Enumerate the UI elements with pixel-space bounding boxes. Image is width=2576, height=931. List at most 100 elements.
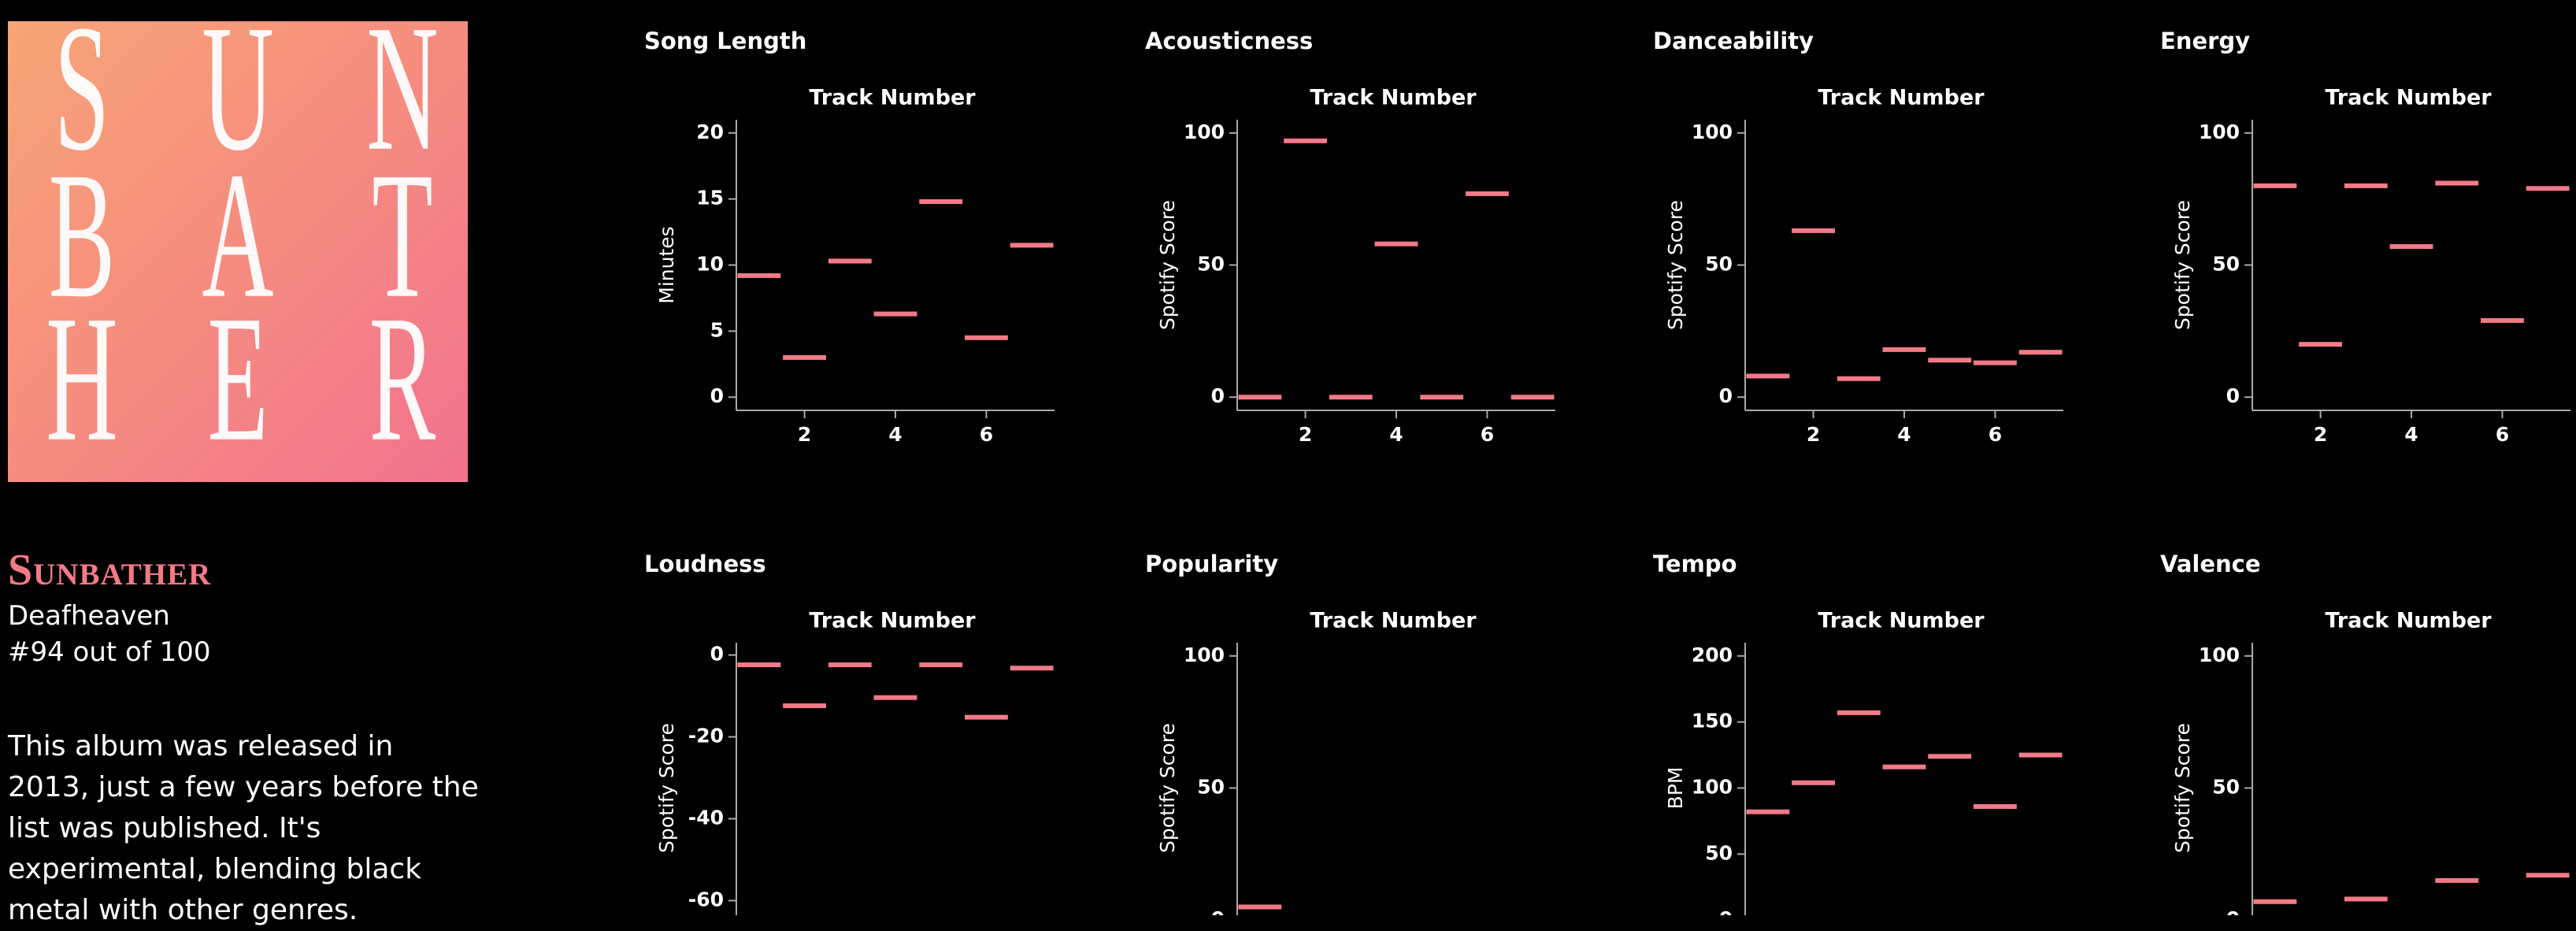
chart-title: Danceability bbox=[1653, 28, 1814, 54]
value-segment bbox=[1374, 241, 1418, 247]
y-tick-label: 100 bbox=[1692, 776, 1733, 799]
value-segment bbox=[2389, 244, 2433, 250]
y-tick-label: 0 bbox=[1719, 907, 1733, 915]
y-tick-label: 100 bbox=[1184, 121, 1225, 143]
x-tick-label: 6 bbox=[2496, 423, 2509, 446]
y-tick-label: 0 bbox=[710, 643, 724, 666]
y-tick-label: -20 bbox=[688, 725, 724, 747]
y-tick-label: 10 bbox=[696, 253, 724, 276]
x-axis-label: Track Number bbox=[809, 609, 976, 633]
album-title: Sunbather bbox=[8, 546, 212, 595]
x-tick-label: 4 bbox=[888, 423, 902, 446]
y-tick-label: 0 bbox=[1211, 907, 1225, 915]
x-tick-label: 2 bbox=[2314, 423, 2327, 446]
y-axis-label: BPM bbox=[1664, 767, 1687, 810]
value-segment bbox=[737, 273, 781, 278]
x-tick-label: 2 bbox=[1807, 423, 1820, 446]
value-segment bbox=[1928, 358, 1972, 363]
x-axis-label: Track Number bbox=[2325, 609, 2492, 633]
value-segment bbox=[873, 695, 917, 700]
value-segment bbox=[1974, 360, 2017, 365]
y-tick-label: 5 bbox=[710, 318, 724, 341]
value-segment bbox=[873, 311, 917, 317]
y-tick-label: 15 bbox=[696, 187, 724, 210]
y-axis-label: Minutes bbox=[655, 226, 678, 303]
chart-title: Popularity bbox=[1145, 551, 1278, 577]
x-tick-label: 6 bbox=[1481, 423, 1494, 446]
y-axis-label: Spotify Score bbox=[1156, 200, 1179, 330]
value-segment bbox=[2018, 350, 2063, 355]
x-tick-label: 2 bbox=[798, 423, 811, 446]
y-tick-label: 0 bbox=[1211, 384, 1225, 407]
value-segment bbox=[2526, 186, 2570, 191]
y-tick-label: 0 bbox=[1719, 384, 1733, 407]
value-segment bbox=[1010, 243, 1054, 248]
cover-letter: T bbox=[372, 136, 432, 336]
x-tick-label: 4 bbox=[2404, 423, 2418, 446]
chart-panel: Energy Track Number Spotify Score 0 50 100 2 4 6 bbox=[2160, 28, 2570, 446]
y-tick-label: 50 bbox=[1197, 776, 1225, 799]
y-axis-label: Spotify Score bbox=[655, 723, 678, 853]
y-tick-label: 50 bbox=[1197, 253, 1225, 276]
value-segment bbox=[1420, 395, 1464, 400]
value-segment bbox=[965, 335, 1008, 340]
value-segment bbox=[1837, 376, 1881, 381]
value-segment bbox=[2253, 899, 2297, 904]
cover-letter: R bbox=[369, 280, 436, 480]
y-axis-label: Spotify Score bbox=[1156, 723, 1179, 853]
cover-letter: H bbox=[46, 280, 117, 480]
value-segment bbox=[1746, 373, 1790, 379]
chart-title: Acousticness bbox=[1145, 28, 1313, 54]
y-tick-label: 50 bbox=[2212, 253, 2240, 276]
y-tick-label: 100 bbox=[2199, 121, 2240, 143]
y-axis-label: Spotify Score bbox=[2171, 723, 2194, 853]
x-tick-label: 6 bbox=[1989, 423, 2002, 446]
chart-title: Song Length bbox=[644, 28, 806, 54]
value-segment bbox=[2018, 752, 2063, 758]
value-segment bbox=[1238, 904, 1282, 910]
x-tick-label: 6 bbox=[980, 423, 993, 446]
value-segment bbox=[2435, 180, 2479, 186]
y-axis-label: Spotify Score bbox=[1664, 200, 1687, 330]
y-tick-label: 50 bbox=[1705, 253, 1733, 276]
album-cover bbox=[8, 21, 468, 482]
y-tick-label: 0 bbox=[2226, 907, 2240, 915]
chart-panel: Loudness Track Number Spotify Score 0 -20 -40… bbox=[644, 551, 1054, 915]
value-segment bbox=[1837, 710, 1881, 715]
value-segment bbox=[919, 198, 963, 204]
x-axis-label: Track Number bbox=[2325, 86, 2492, 110]
value-segment bbox=[2299, 342, 2342, 347]
cover-letter: S bbox=[54, 0, 109, 189]
x-axis-label: Track Number bbox=[1818, 86, 1985, 110]
y-tick-label: 150 bbox=[1692, 710, 1733, 733]
y-tick-label: 100 bbox=[1692, 121, 1733, 143]
value-segment bbox=[2253, 183, 2297, 188]
x-axis-label: Track Number bbox=[1310, 86, 1477, 110]
value-segment bbox=[965, 714, 1008, 720]
x-axis-label: Track Number bbox=[809, 86, 976, 110]
chart-title: Loudness bbox=[644, 551, 766, 577]
cover-letter: E bbox=[207, 280, 268, 480]
y-tick-label: 100 bbox=[2199, 644, 2240, 666]
x-tick-label: 4 bbox=[1897, 423, 1911, 446]
cover-letter: U bbox=[202, 0, 273, 189]
chart-panel: Popularity Track Number Spotify Score 0 50 10… bbox=[1145, 551, 1477, 915]
value-segment bbox=[1882, 764, 1926, 770]
value-segment bbox=[828, 258, 872, 264]
value-segment bbox=[1466, 191, 1509, 196]
y-axis-label: Spotify Score bbox=[2171, 200, 2194, 330]
x-axis-label: Track Number bbox=[1818, 609, 1985, 633]
album-artist: Deafheaven bbox=[8, 600, 170, 632]
cover-letter: N bbox=[366, 0, 438, 189]
chart-title: Valence bbox=[2160, 551, 2261, 577]
value-segment bbox=[1974, 803, 2017, 809]
value-segment bbox=[919, 662, 963, 668]
value-segment bbox=[783, 703, 826, 709]
chart-title: Energy bbox=[2160, 28, 2250, 54]
cover-letter: B bbox=[49, 136, 115, 336]
